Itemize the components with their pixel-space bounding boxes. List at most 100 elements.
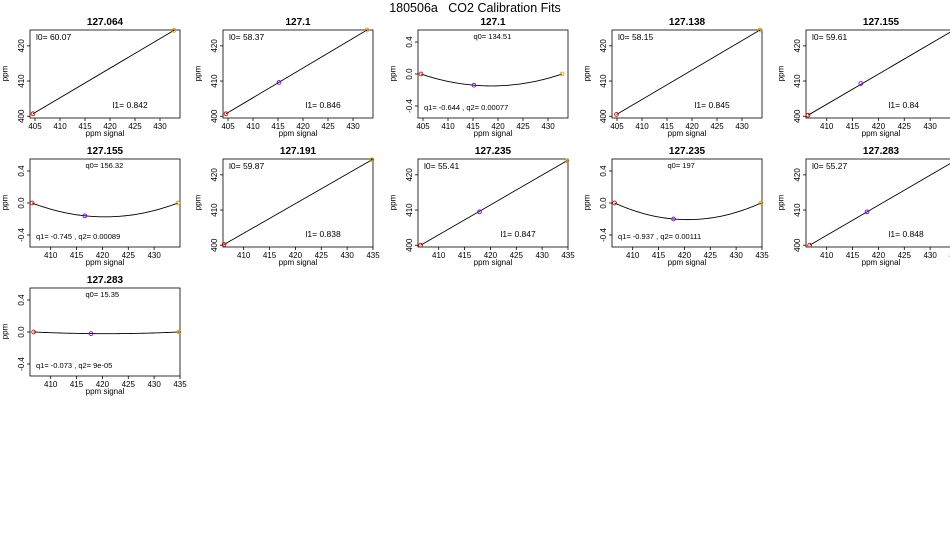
data-point	[671, 216, 676, 222]
q0-annotation: q0= 156.32	[85, 161, 124, 170]
data-point	[82, 213, 88, 219]
data-point	[757, 27, 763, 33]
data-point	[612, 200, 617, 206]
chart-svg: 410 415 420 425 430 -0.4 0.0 0.4	[17, 158, 181, 260]
data-point	[418, 242, 423, 248]
data-point	[858, 81, 864, 86]
x-axis-label: ppm signal	[85, 258, 125, 267]
slope-annotation: l1= 0.842	[112, 100, 148, 110]
fit-curve	[33, 331, 179, 335]
x-tick-label: 415	[466, 122, 480, 131]
intercept-annotation: l0= 58.37	[229, 32, 265, 42]
data-point	[364, 27, 370, 33]
y-tick-label: 420	[599, 39, 608, 53]
data-point	[471, 82, 477, 88]
figure-title: 180506a CO2 Calibration Fits	[389, 1, 561, 15]
y-tick-label: 0.0	[405, 68, 414, 80]
y-tick-label: 400	[17, 109, 26, 123]
x-tick-label: 420	[484, 251, 498, 260]
data-point	[88, 331, 94, 336]
y-tick-label: -0.4	[17, 357, 26, 371]
x-tick-label: 430	[541, 122, 555, 131]
intercept-annotation: l0= 55.27	[812, 161, 848, 171]
chart-panel: 410 415 420 425 430 435 -0.4 0.0 0.4 127.283 q0= 1…	[0, 275, 190, 411]
x-tick-label: 425	[898, 122, 912, 131]
x-tick-label: 420	[96, 380, 110, 389]
y-tick-label: 420	[17, 39, 26, 53]
y-axis-label: ppm	[193, 65, 203, 82]
x-tick-label: 405	[416, 122, 430, 131]
x-tick-label: 410	[246, 122, 260, 131]
plot-frame	[805, 158, 950, 248]
y-tick-label: 0.4	[599, 165, 608, 177]
data-point	[369, 157, 375, 163]
y-tick-label: 420	[793, 39, 802, 53]
x-axis-label: ppm signal	[473, 258, 513, 267]
x-tick-label: 430	[923, 251, 937, 260]
x-tick-label: 415	[78, 122, 92, 131]
q1-q2-annotation: q1= -0.073 , q2= 9e-05	[36, 361, 113, 370]
x-axis-label: ppm signal	[85, 387, 125, 396]
y-tick-label: 0.0	[17, 197, 26, 209]
x-tick-label: 425	[898, 251, 912, 260]
x-tick-label: 425	[704, 251, 718, 260]
chart-panel: 410 415 420 425 430 435 400 410 420 127.191 l0= 59…	[193, 146, 383, 282]
x-tick-label: 430	[735, 122, 749, 131]
x-tick-label: 425	[315, 251, 329, 260]
chart-panel: 410 415 420 425 430 -0.4 0.0 0.4 127.155 q0= 156.…	[0, 146, 190, 282]
data-point	[864, 209, 870, 215]
data-point	[171, 28, 177, 33]
panel-title: 127.283	[862, 146, 900, 157]
x-tick-label: 425	[122, 251, 136, 260]
plot-frame	[29, 29, 181, 119]
x-tick-label: 420	[289, 251, 303, 260]
x-tick-label: 410	[237, 251, 251, 260]
x-tick-label: 415	[846, 122, 860, 131]
data-point	[176, 329, 182, 335]
slope-annotation: l1= 0.848	[888, 229, 924, 239]
y-tick-label: 0.0	[17, 326, 26, 338]
slope-annotation: l1= 0.845	[694, 100, 730, 110]
x-axis-label: ppm signal	[278, 129, 318, 138]
panel-title: 127.155	[862, 17, 900, 28]
plot-frame	[222, 158, 374, 248]
panel-title: 127.235	[668, 146, 706, 157]
y-tick-label: 0.4	[17, 294, 26, 306]
y-tick-label: 410	[405, 203, 414, 217]
data-point	[221, 242, 227, 247]
chart-panel: 410 415 420 425 430 400 410 420 127.155 l0= 59.61…	[776, 17, 950, 153]
x-tick-label: 430	[147, 380, 161, 389]
q1-q2-annotation: q1= -0.745 , q2= 0.00089	[36, 232, 121, 241]
intercept-annotation: l0= 60.07	[36, 32, 72, 42]
x-tick-label: 405	[28, 122, 42, 131]
data-point	[559, 71, 565, 77]
data-point	[276, 80, 282, 85]
x-tick-label: 425	[516, 122, 530, 131]
y-tick-label: 420	[210, 168, 219, 182]
chart-svg: 410 415 420 425 430 435 -0.4 0.0 0.4	[599, 158, 769, 260]
y-tick-label: 400	[793, 238, 802, 252]
y-axis-label: ppm	[582, 194, 592, 211]
x-tick-label: 415	[458, 251, 472, 260]
x-tick-label: 420	[685, 122, 699, 131]
fit-line	[420, 160, 568, 246]
y-tick-label: 400	[210, 238, 219, 252]
slope-annotation: l1= 0.838	[305, 229, 341, 239]
y-tick-label: 0.4	[405, 36, 414, 48]
x-tick-label: 425	[128, 122, 142, 131]
data-point	[30, 111, 36, 117]
fit-curve	[614, 202, 762, 221]
data-point	[29, 200, 35, 206]
chart-svg: 405 410 415 420 425 430 400 410 420	[599, 27, 763, 131]
data-point	[758, 200, 764, 206]
slope-annotation: l1= 0.846	[305, 100, 341, 110]
y-axis-label: ppm	[0, 194, 10, 211]
plot-frame	[417, 158, 569, 248]
panel-title: 127.283	[86, 275, 124, 286]
y-axis-label: ppm	[0, 323, 10, 340]
panel-title: 127.235	[474, 146, 512, 157]
panel-title: 127.155	[86, 146, 124, 157]
x-axis-label: ppm signal	[861, 258, 901, 267]
intercept-annotation: l0= 55.41	[424, 161, 460, 171]
